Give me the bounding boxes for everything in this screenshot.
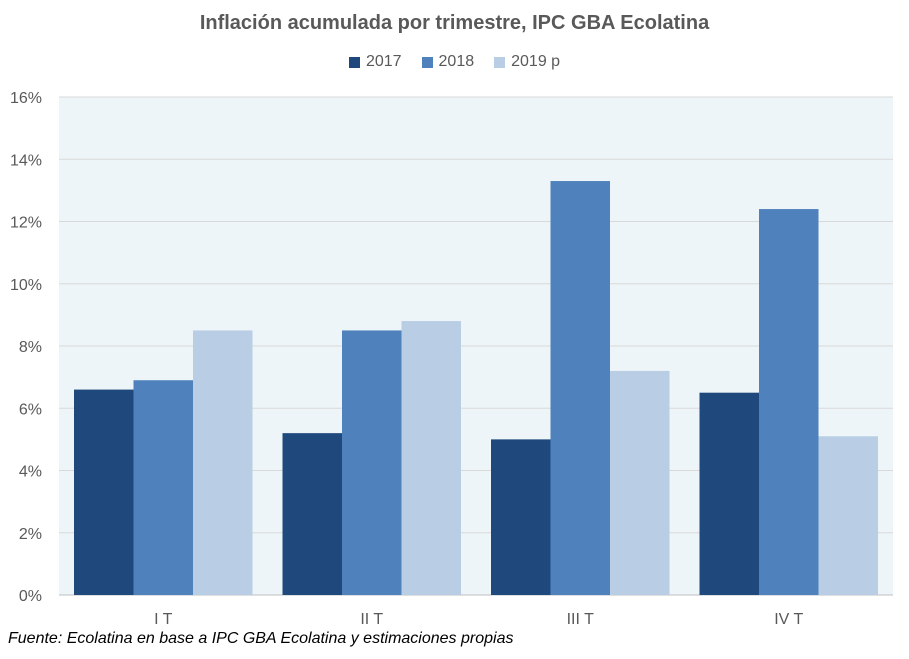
x-tick-label: III T bbox=[567, 611, 594, 628]
bar-2017-IT bbox=[74, 389, 134, 595]
x-tick-label: IV T bbox=[774, 611, 803, 628]
y-tick-label: 14% bbox=[10, 152, 42, 169]
x-tick-label: II T bbox=[360, 611, 383, 628]
y-tick-label: 12% bbox=[10, 215, 42, 232]
y-tick-label: 16% bbox=[10, 90, 42, 107]
y-tick-label: 4% bbox=[19, 464, 42, 481]
y-tick-label: 10% bbox=[10, 277, 42, 294]
legend-label-2017: 2017 bbox=[365, 53, 402, 70]
source-note: Fuente: Ecolatina en base a IPC GBA Ecol… bbox=[8, 630, 514, 647]
chart-title: Inflación acumulada por trimestre, IPC G… bbox=[199, 12, 710, 34]
y-tick-label: 8% bbox=[19, 339, 42, 356]
bar-2017-IVT bbox=[699, 392, 759, 595]
bar-2019p-IT bbox=[193, 330, 253, 595]
legend-item-2019p: 2019 p bbox=[494, 53, 560, 71]
bar-2017-IIT bbox=[282, 433, 342, 595]
bar-2018-IVT bbox=[759, 209, 819, 596]
legend-label-2018: 2018 bbox=[438, 53, 475, 70]
bar-2018-IIIT bbox=[550, 181, 610, 595]
bar-2018-IT bbox=[133, 380, 193, 595]
bar-2017-IIIT bbox=[491, 439, 551, 595]
legend-swatch-2017 bbox=[348, 56, 360, 68]
legend-label-2019p: 2019 p bbox=[511, 53, 561, 70]
bar-2019p-IVT bbox=[818, 436, 878, 595]
y-tick-label: 6% bbox=[19, 401, 42, 418]
legend-swatch-2019p bbox=[494, 56, 506, 68]
y-tick-label: 2% bbox=[19, 526, 42, 543]
legend-swatch-2018 bbox=[421, 56, 433, 68]
bar-2018-IIT bbox=[342, 330, 402, 595]
x-tick-label: I T bbox=[154, 611, 173, 628]
legend-item-2018: 2018 bbox=[421, 53, 475, 71]
bar-2019p-IIT bbox=[401, 321, 461, 595]
y-tick-label: 0% bbox=[19, 588, 42, 605]
legend-item-2017: 2017 bbox=[348, 53, 402, 71]
chart-legend: 2017 2018 2019 p bbox=[0, 53, 909, 71]
bar-2019p-IIIT bbox=[610, 370, 670, 595]
